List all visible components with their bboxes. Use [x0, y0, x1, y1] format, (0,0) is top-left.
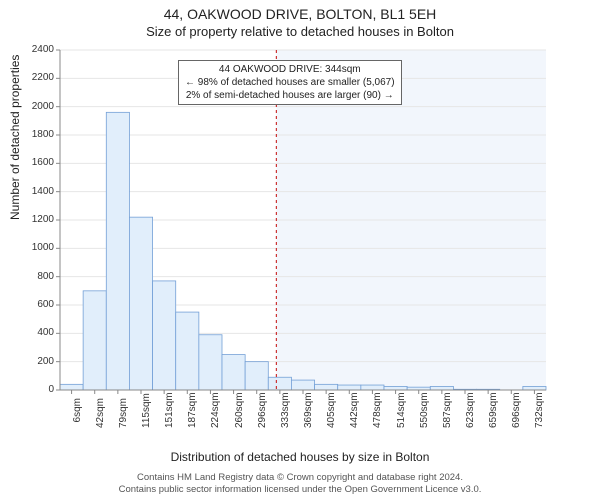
chart-area: 44 OAKWOOD DRIVE: 344sqm ← 98% of detach… — [60, 50, 546, 390]
x-tick-label: 333sqm — [280, 398, 291, 428]
y-tick-label: 200 — [24, 356, 54, 367]
info-line-2: ← 98% of detached houses are smaller (5,… — [185, 76, 395, 89]
x-tick-label: 442sqm — [349, 398, 360, 428]
x-tick-label: 587sqm — [442, 398, 453, 428]
y-tick-label: 800 — [24, 271, 54, 282]
x-tick-label: 550sqm — [419, 398, 430, 428]
x-tick-label: 696sqm — [511, 398, 522, 428]
x-axis-label: Distribution of detached houses by size … — [0, 450, 600, 464]
x-tick-label: 514sqm — [396, 398, 407, 428]
y-tick-label: 1200 — [24, 214, 54, 225]
y-tick-label: 2400 — [24, 44, 54, 55]
x-tick-label: 659sqm — [488, 398, 499, 428]
y-tick-label: 2000 — [24, 101, 54, 112]
chart-title-sub: Size of property relative to detached ho… — [0, 22, 600, 39]
attribution-text: Contains HM Land Registry data © Crown c… — [0, 472, 600, 496]
y-tick-label: 0 — [24, 384, 54, 395]
reference-info-box: 44 OAKWOOD DRIVE: 344sqm ← 98% of detach… — [178, 60, 402, 105]
y-tick-label: 1600 — [24, 157, 54, 168]
x-tick-label: 224sqm — [210, 398, 221, 428]
x-tick-label: 478sqm — [372, 398, 383, 428]
y-tick-label: 400 — [24, 327, 54, 338]
y-axis-label: Number of detached properties — [8, 55, 22, 220]
info-line-1: 44 OAKWOOD DRIVE: 344sqm — [185, 63, 395, 76]
x-tick-label: 6sqm — [72, 398, 83, 428]
x-tick-label: 115sqm — [141, 398, 152, 428]
chart-title-main: 44, OAKWOOD DRIVE, BOLTON, BL1 5EH — [0, 0, 600, 22]
attribution-line-2: Contains public sector information licen… — [0, 484, 600, 496]
x-tick-label: 296sqm — [257, 398, 268, 428]
chart-container: 44, OAKWOOD DRIVE, BOLTON, BL1 5EH Size … — [0, 0, 600, 500]
y-tick-label: 1400 — [24, 186, 54, 197]
attribution-line-1: Contains HM Land Registry data © Crown c… — [0, 472, 600, 484]
x-tick-label: 151sqm — [164, 398, 175, 428]
info-line-3: 2% of semi-detached houses are larger (9… — [185, 89, 395, 102]
x-tick-label: 79sqm — [118, 398, 129, 428]
x-tick-label: 369sqm — [303, 398, 314, 428]
x-tick-label: 732sqm — [534, 398, 545, 428]
y-tick-label: 1000 — [24, 242, 54, 253]
x-tick-label: 405sqm — [326, 398, 337, 428]
y-tick-label: 2200 — [24, 72, 54, 83]
y-tick-label: 600 — [24, 299, 54, 310]
y-tick-label: 1800 — [24, 129, 54, 140]
x-tick-label: 42sqm — [95, 398, 106, 428]
x-tick-label: 187sqm — [187, 398, 198, 428]
x-tick-label: 260sqm — [234, 398, 245, 428]
x-tick-label: 623sqm — [465, 398, 476, 428]
